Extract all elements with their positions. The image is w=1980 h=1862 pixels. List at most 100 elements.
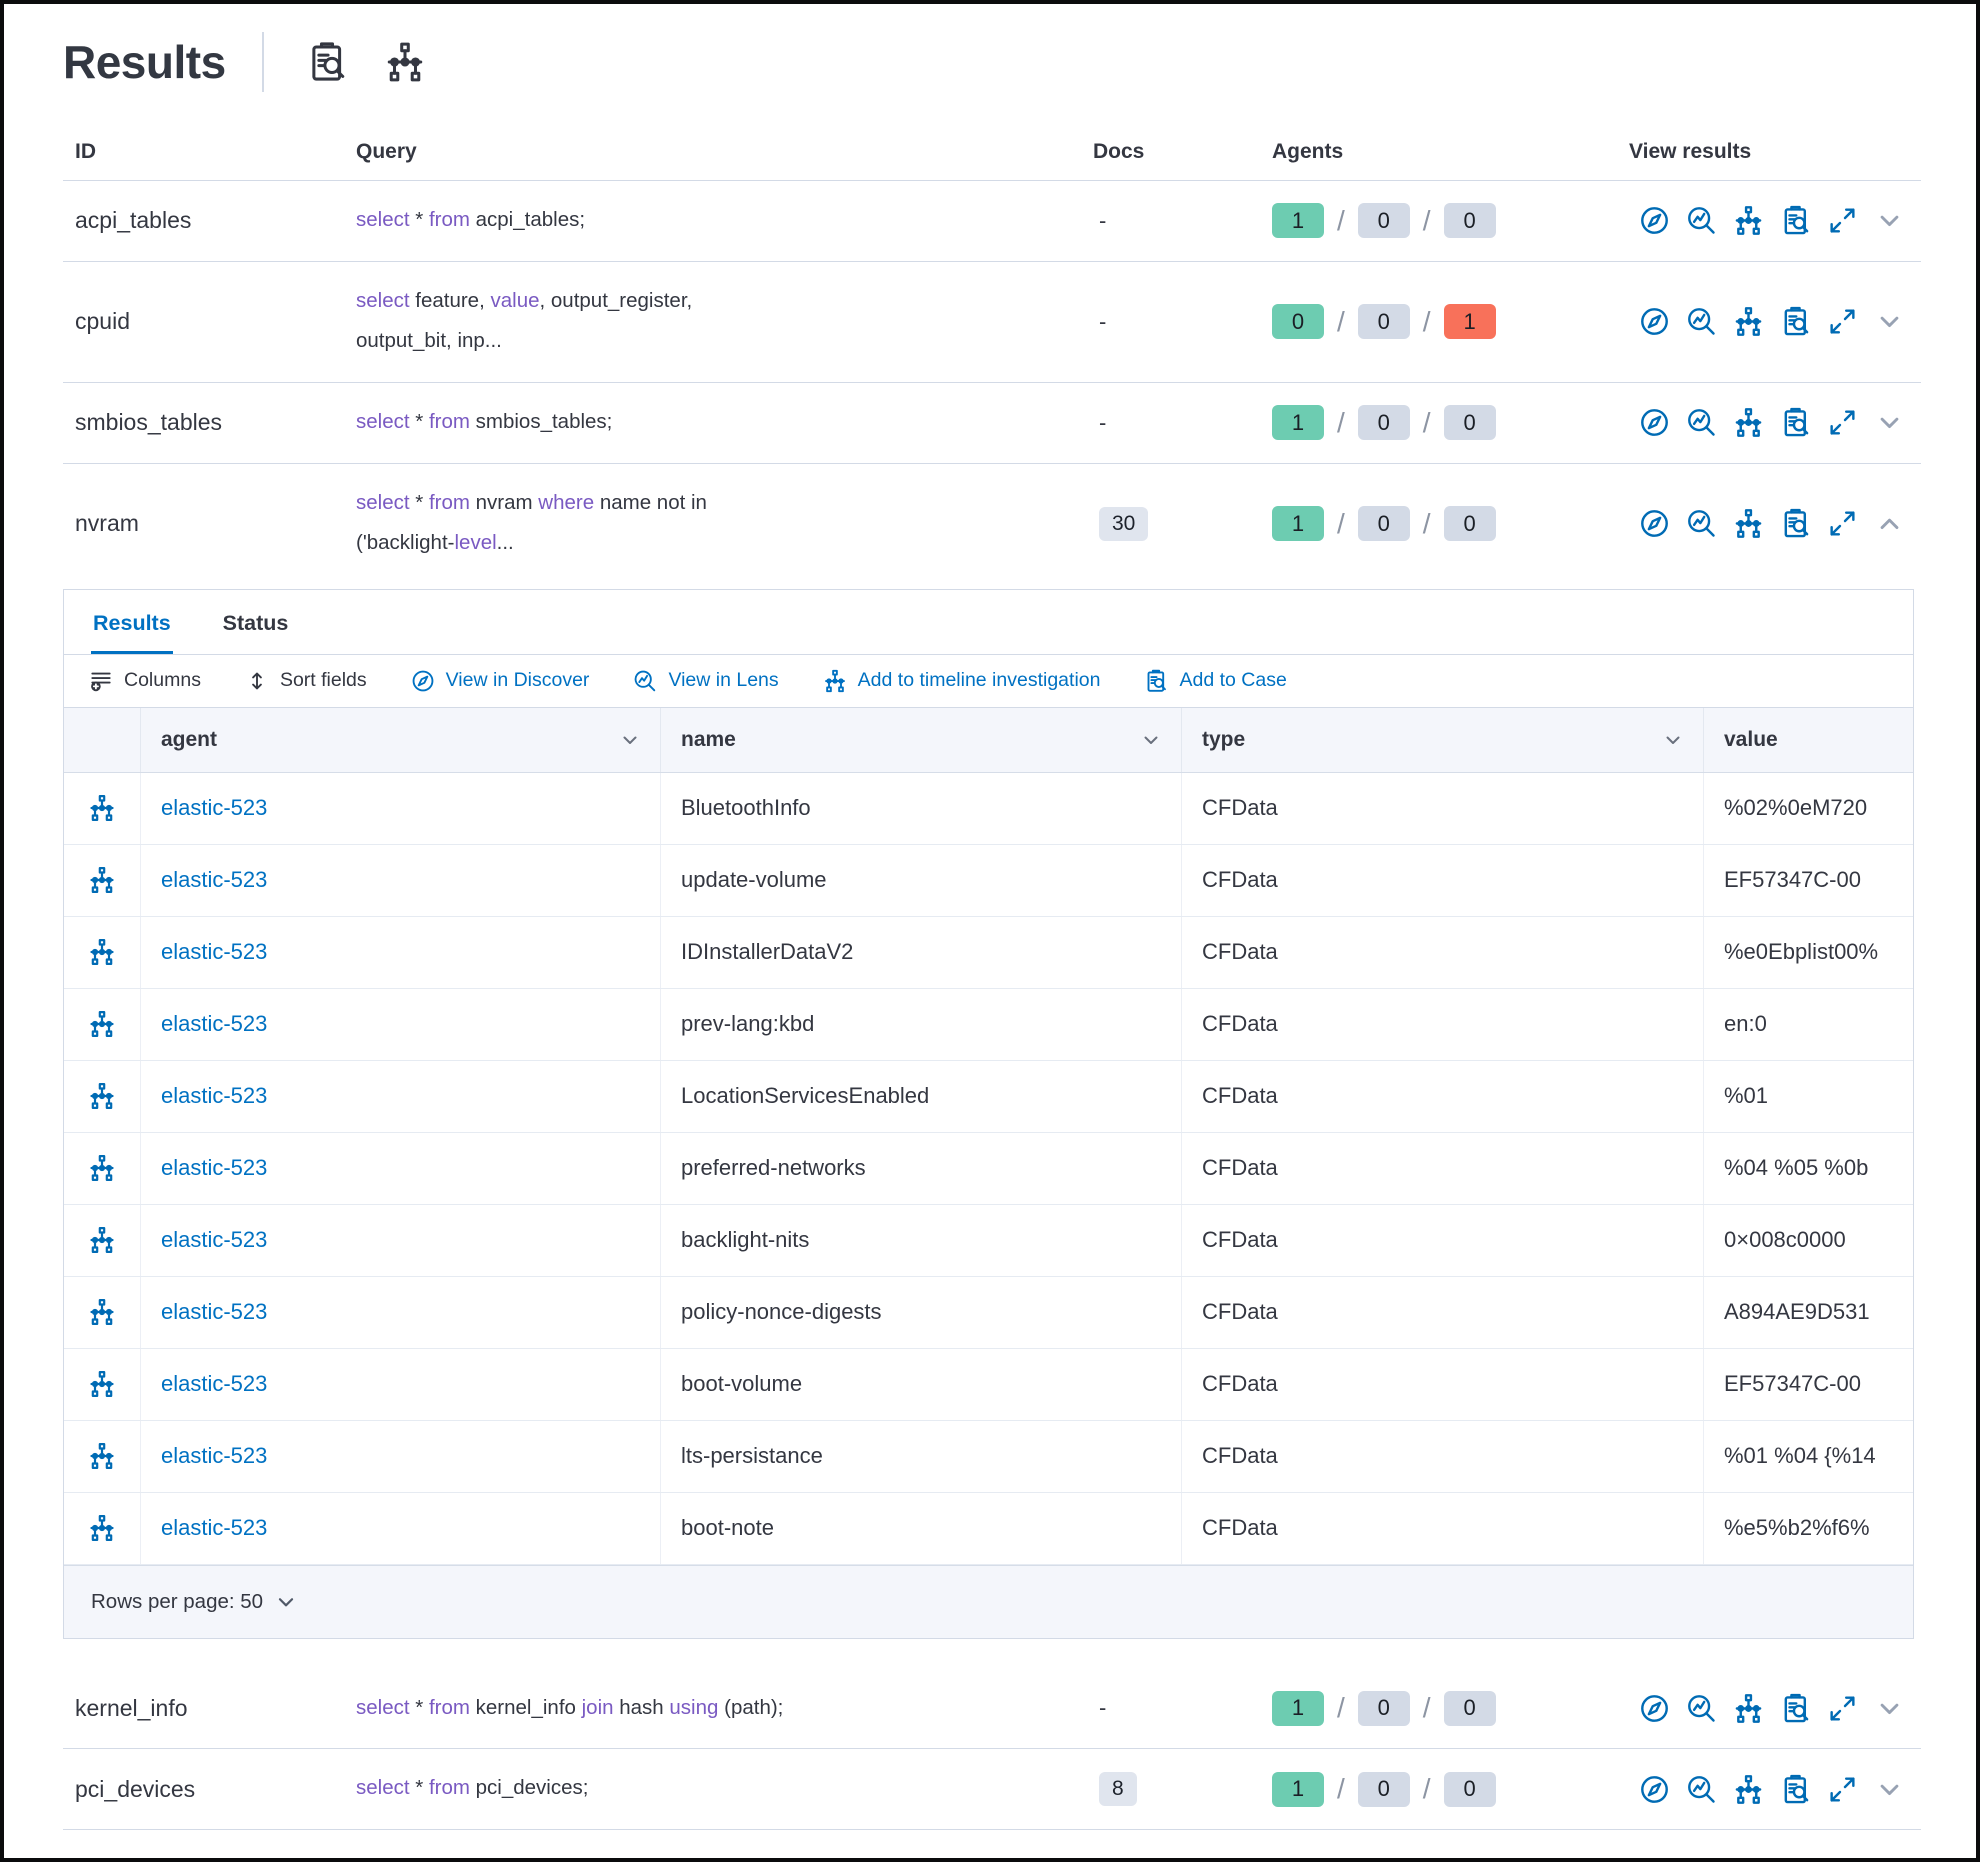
agent-link[interactable]: elastic-523 [161, 939, 268, 965]
lens-icon-button[interactable] [1686, 1774, 1717, 1805]
add-to-timeline-icon-button[interactable] [88, 1442, 116, 1470]
agents-failed-badge: 0 [1443, 1771, 1496, 1807]
timeline-icon [384, 41, 426, 83]
toolbar-add-to-timeline-investigation-button[interactable]: Add to timeline investigation [823, 669, 1100, 693]
result-value: %02%0eM720 [1724, 795, 1868, 821]
rows-per-page-button[interactable]: Rows per page: 50 [91, 1590, 297, 1614]
timeline-icon-button[interactable] [1733, 205, 1764, 236]
agents-pending-badge: 0 [1357, 304, 1410, 340]
inspect-icon-button[interactable] [304, 39, 350, 85]
expand-icon-button[interactable] [1827, 407, 1858, 438]
toolbar-columns-button[interactable]: Columns [89, 669, 201, 693]
inspect-icon-button[interactable] [1780, 1774, 1811, 1805]
expand-icon-button[interactable] [1827, 1693, 1858, 1724]
add-to-timeline-icon-button[interactable] [88, 1298, 116, 1326]
compass-icon-button[interactable] [1639, 205, 1670, 236]
expand-row-chevron-down-icon[interactable] [1876, 1776, 1903, 1803]
inspect-icon-button[interactable] [1780, 205, 1811, 236]
chevron-down-icon [1663, 730, 1683, 750]
toolbar-add-to-case-button[interactable]: Add to Case [1144, 669, 1287, 693]
compass-icon-button[interactable] [1639, 1693, 1670, 1724]
add-to-timeline-icon-button[interactable] [88, 1370, 116, 1398]
view-results-actions [1629, 1774, 1921, 1805]
result-type: CFData [1182, 772, 1704, 844]
toolbar-view-in-lens-button[interactable]: View in Lens [633, 669, 779, 693]
tab-status[interactable]: Status [221, 590, 291, 654]
agent-link[interactable]: elastic-523 [161, 1299, 268, 1325]
column-header-docs: Docs [1093, 140, 1145, 163]
add-to-timeline-icon-button[interactable] [88, 938, 116, 966]
query-row: smbios_tables select * from smbios_table… [63, 383, 1921, 464]
result-value: 0×008c0000 [1724, 1227, 1846, 1253]
slash-separator: / [1422, 305, 1431, 337]
add-to-timeline-icon-button[interactable] [88, 1154, 116, 1182]
agent-link[interactable]: elastic-523 [161, 867, 268, 893]
docs-count: - [1099, 308, 1107, 334]
lens-icon-button[interactable] [1686, 407, 1717, 438]
compass-icon-button[interactable] [1639, 1774, 1670, 1805]
expand-row-chevron-down-icon[interactable] [1876, 409, 1903, 436]
column-header-view-results: View results [1629, 140, 1752, 163]
agent-link[interactable]: elastic-523 [161, 1515, 268, 1541]
tab-results[interactable]: Results [91, 590, 173, 654]
inspect-icon [306, 41, 348, 83]
timeline-icon-button[interactable] [1733, 1693, 1764, 1724]
expand-row-chevron-down-icon[interactable] [1876, 1695, 1903, 1722]
add-to-timeline-icon-button[interactable] [88, 866, 116, 894]
toolbar-view-in-discover-button[interactable]: View in Discover [411, 669, 589, 693]
agents-failed-badge: 0 [1443, 405, 1496, 441]
query-sql: select * from pci_devices; [356, 1776, 589, 1800]
agent-link[interactable]: elastic-523 [161, 795, 268, 821]
agent-link[interactable]: elastic-523 [161, 1227, 268, 1253]
inspect-icon-button[interactable] [1780, 306, 1811, 337]
agent-link[interactable]: elastic-523 [161, 1155, 268, 1181]
grid-header-value: value [1724, 727, 1778, 751]
lens-icon-button[interactable] [1686, 306, 1717, 337]
expand-icon-button[interactable] [1827, 205, 1858, 236]
toolbar-sort-fields-button[interactable]: Sort fields [245, 669, 367, 693]
inspect-icon-button[interactable] [1780, 1693, 1811, 1724]
expand-row-chevron-down-icon[interactable] [1876, 207, 1903, 234]
chevron-down-icon [275, 1591, 297, 1613]
agents-status: 0 / 0 / 1 [1272, 304, 1629, 340]
agents-status: 1 / 0 / 0 [1272, 1690, 1629, 1726]
compass-icon-button[interactable] [1639, 508, 1670, 539]
compass-icon-button[interactable] [1639, 407, 1670, 438]
add-to-timeline-icon-button[interactable] [88, 794, 116, 822]
result-type: CFData [1182, 1420, 1704, 1492]
timeline-icon-button[interactable] [1733, 508, 1764, 539]
collapse-row-chevron-up-icon[interactable] [1876, 510, 1903, 537]
agents-status: 1 / 0 / 0 [1272, 405, 1629, 441]
agent-link[interactable]: elastic-523 [161, 1011, 268, 1037]
lens-icon-button[interactable] [1686, 508, 1717, 539]
grid-footer: Rows per page: 50 [64, 1564, 1913, 1638]
inspect-icon-button[interactable] [1780, 508, 1811, 539]
agent-link[interactable]: elastic-523 [161, 1443, 268, 1469]
inspect-icon-button[interactable] [1780, 407, 1811, 438]
expand-icon-button[interactable] [1827, 508, 1858, 539]
timeline-icon-button[interactable] [1733, 1774, 1764, 1805]
results-grid-header: agent name type value [64, 707, 1913, 773]
compass-icon-button[interactable] [1639, 306, 1670, 337]
timeline-icon-button[interactable] [1733, 306, 1764, 337]
slash-separator: / [1337, 305, 1345, 337]
add-to-timeline-icon-button[interactable] [88, 1514, 116, 1542]
grid-header-agent[interactable]: agent [141, 707, 661, 772]
result-name: prev-lang:kbd [661, 988, 1182, 1060]
expand-row-chevron-down-icon[interactable] [1876, 308, 1903, 335]
panel-tabs: Results Status [64, 590, 1913, 655]
expand-icon-button[interactable] [1827, 306, 1858, 337]
agent-link[interactable]: elastic-523 [161, 1371, 268, 1397]
lens-icon-button[interactable] [1686, 205, 1717, 236]
lens-icon-button[interactable] [1686, 1693, 1717, 1724]
grid-header-type[interactable]: type [1182, 707, 1704, 772]
timeline-icon-button[interactable] [382, 39, 428, 85]
add-to-timeline-icon-button[interactable] [88, 1226, 116, 1254]
expand-icon-button[interactable] [1827, 1774, 1858, 1805]
timeline-icon-button[interactable] [1733, 407, 1764, 438]
agents-status: 1 / 0 / 0 [1272, 203, 1629, 239]
add-to-timeline-icon-button[interactable] [88, 1082, 116, 1110]
add-to-timeline-icon-button[interactable] [88, 1010, 116, 1038]
agent-link[interactable]: elastic-523 [161, 1083, 268, 1109]
grid-header-name[interactable]: name [661, 707, 1182, 772]
